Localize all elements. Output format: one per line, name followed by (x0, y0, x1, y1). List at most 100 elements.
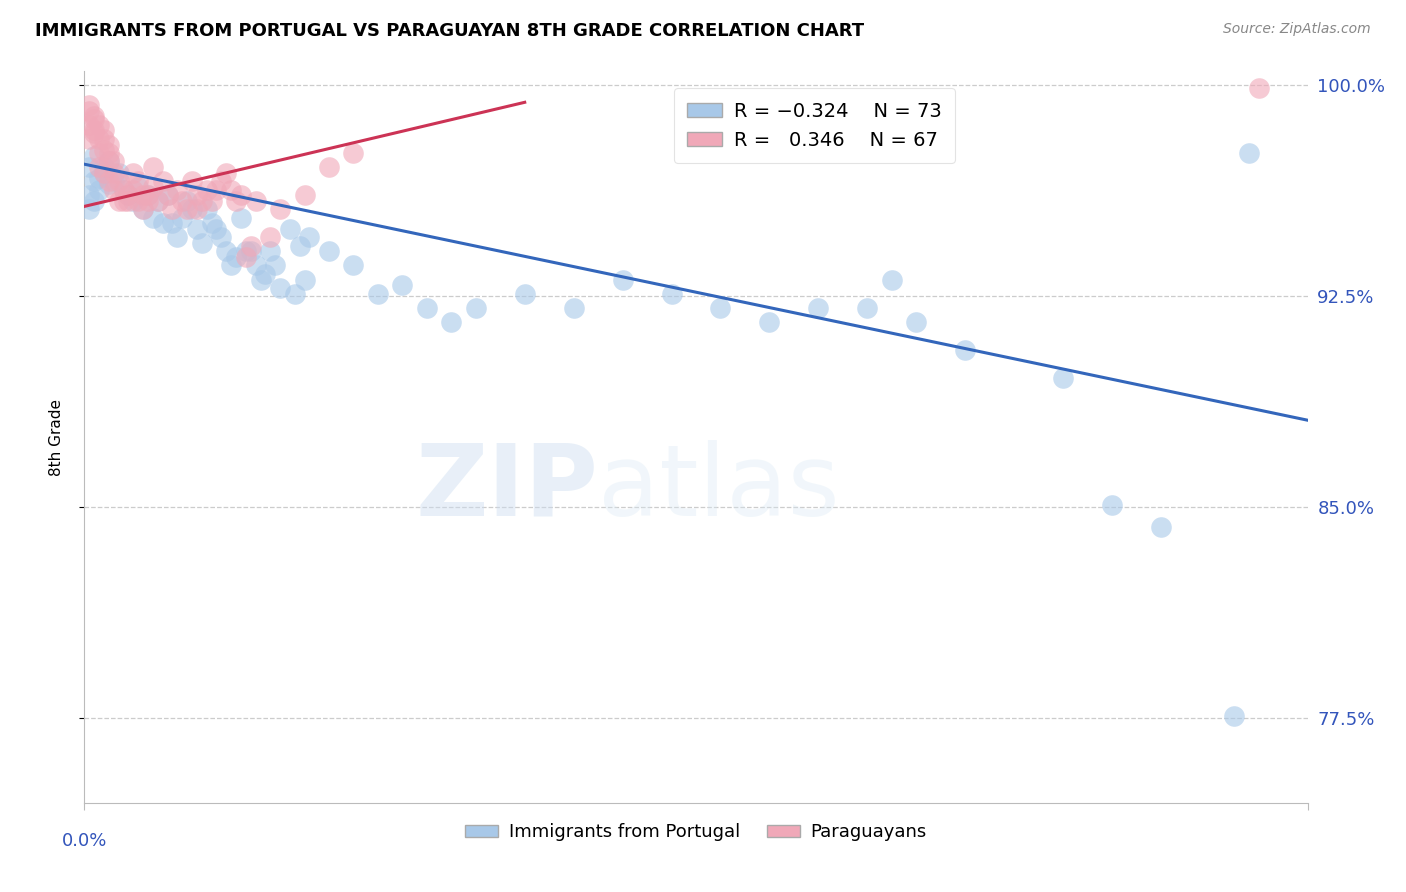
Point (122, 194, 145, 208)
Point (191, 194, 214, 208)
Point (176, 202, 198, 217)
Point (905, 315, 928, 329)
Point (87, 171, 110, 186)
Point (83, 123, 105, 137)
Point (249, 272, 271, 286)
Point (93, 123, 115, 137)
Point (103, 174, 125, 188)
Point (97, 154, 120, 169)
Point (172, 194, 194, 208)
Point (416, 301, 439, 315)
Point (156, 188, 179, 202)
Point (953, 343, 976, 357)
Point (342, 145, 364, 160)
Point (87, 118, 110, 132)
Point (117, 188, 139, 202)
Point (77, 98, 100, 112)
Point (83, 126, 105, 140)
Point (93, 166, 115, 180)
Point (225, 194, 247, 208)
Point (200, 194, 222, 208)
Point (93, 132, 115, 146)
Text: Source: ZipAtlas.com: Source: ZipAtlas.com (1223, 22, 1371, 37)
Point (127, 194, 149, 208)
Point (156, 188, 179, 202)
Point (107, 166, 129, 180)
Point (87, 182, 110, 196)
Point (87, 132, 110, 146)
Point (132, 202, 155, 217)
Point (235, 244, 257, 259)
Point (132, 188, 155, 202)
Point (219, 182, 242, 196)
Point (122, 166, 145, 180)
Point (83, 149, 105, 163)
Point (162, 202, 184, 217)
Point (239, 244, 262, 259)
Point (342, 259, 364, 273)
Point (142, 179, 165, 194)
Point (142, 211, 165, 225)
Point (239, 239, 262, 253)
Point (464, 301, 486, 315)
Point (97, 177, 120, 191)
Point (77, 188, 100, 202)
Y-axis label: 8th Grade: 8th Grade (49, 399, 63, 475)
Point (205, 222, 228, 236)
Point (142, 160, 165, 174)
Point (612, 272, 634, 286)
Point (235, 250, 257, 264)
Point (97, 145, 120, 160)
Point (440, 315, 463, 329)
Point (288, 239, 311, 253)
Point (77, 118, 100, 132)
Point (152, 216, 174, 230)
Point (215, 166, 238, 180)
Point (1150, 520, 1173, 534)
Text: atlas: atlas (598, 440, 839, 537)
Point (661, 286, 683, 301)
Point (229, 188, 252, 202)
Point (162, 216, 184, 230)
Point (117, 194, 139, 208)
Point (172, 211, 194, 225)
Point (77, 160, 100, 174)
Point (269, 281, 291, 295)
Point (97, 154, 120, 169)
Text: IMMIGRANTS FROM PORTUGAL VS PARAGUAYAN 8TH GRADE CORRELATION CHART: IMMIGRANTS FROM PORTUGAL VS PARAGUAYAN 8… (35, 22, 865, 40)
Point (83, 194, 105, 208)
Point (284, 286, 307, 301)
Point (103, 182, 125, 196)
Point (1101, 498, 1123, 512)
Point (146, 194, 169, 208)
Point (186, 222, 208, 236)
Point (195, 202, 218, 217)
Point (181, 202, 204, 217)
Point (112, 182, 135, 196)
Point (87, 160, 110, 174)
Point (77, 202, 100, 217)
Point (186, 188, 208, 202)
Point (264, 259, 287, 273)
Point (758, 315, 780, 329)
Point (83, 174, 105, 188)
Point (146, 194, 169, 208)
Point (298, 230, 321, 244)
Point (294, 188, 316, 202)
Point (136, 188, 159, 202)
Point (391, 278, 413, 293)
Text: 0.0%: 0.0% (62, 832, 107, 850)
Point (93, 143, 115, 157)
Point (278, 222, 301, 236)
Point (215, 244, 238, 259)
Point (200, 216, 222, 230)
Point (318, 244, 340, 259)
Point (107, 174, 129, 188)
Point (195, 182, 218, 196)
Point (166, 230, 188, 244)
Point (367, 286, 389, 301)
Point (87, 145, 110, 160)
Point (103, 154, 125, 169)
Point (205, 182, 228, 196)
Point (562, 301, 585, 315)
